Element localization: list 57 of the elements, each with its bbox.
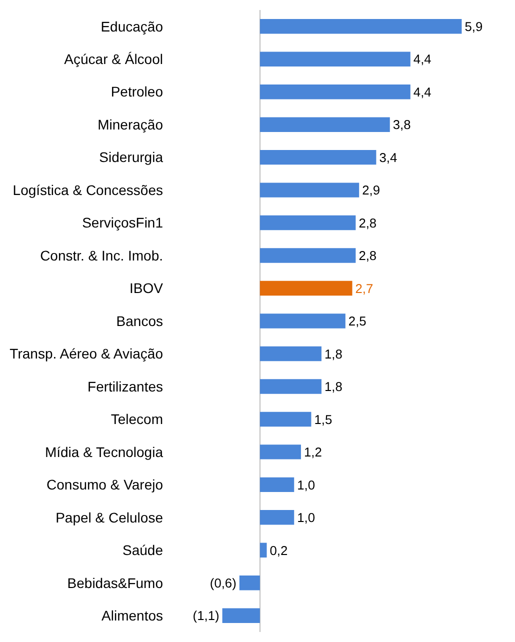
data-label: 0,2 xyxy=(270,542,288,558)
data-label: 2,9 xyxy=(362,182,380,198)
bar xyxy=(260,510,294,525)
y-tick-label: Petroleo xyxy=(110,84,164,100)
bar xyxy=(260,150,376,165)
y-tick-label: Siderurgia xyxy=(99,149,164,166)
data-label: 1,5 xyxy=(314,412,332,427)
data-label: 1,2 xyxy=(304,444,322,460)
data-label: 2,8 xyxy=(358,248,377,264)
bar xyxy=(260,117,390,132)
y-tick-label: Bebidas&Fumo xyxy=(67,574,164,591)
bar xyxy=(260,412,312,427)
y-tick-label: Fertilizantes xyxy=(88,378,163,394)
data-label: 2,5 xyxy=(348,314,366,329)
y-tick-label: Bancos xyxy=(116,312,163,329)
bar xyxy=(260,84,410,100)
data-label: 3,4 xyxy=(379,150,398,165)
data-label: 2,7 xyxy=(355,280,374,296)
bar xyxy=(260,379,322,394)
data-label: 5,9 xyxy=(464,18,483,34)
y-tick-label: Alimentos xyxy=(102,608,163,624)
bar xyxy=(239,576,260,590)
bar xyxy=(260,248,356,263)
bar xyxy=(260,314,346,328)
y-tick-label: Açúcar & Álcool xyxy=(64,51,163,68)
data-label: 1,0 xyxy=(297,477,316,492)
data-label: 4,4 xyxy=(413,84,432,100)
bar xyxy=(260,182,360,198)
y-tick-label: Educação xyxy=(100,18,164,34)
data-label: (1,1) xyxy=(192,608,220,624)
y-tick-label: IBOV xyxy=(130,280,164,296)
data-label: 3,8 xyxy=(392,117,411,132)
y-tick-label: Logística & Concessões xyxy=(12,182,163,198)
bar xyxy=(260,215,356,230)
data-label: 1,0 xyxy=(297,510,316,526)
bar xyxy=(260,19,462,34)
data-label: 1,8 xyxy=(324,346,342,362)
y-tick-label: Papel & Celulose xyxy=(56,509,164,526)
bar xyxy=(260,346,322,362)
bar xyxy=(260,477,294,492)
data-label: 2,8 xyxy=(358,215,377,230)
data-label: 4,4 xyxy=(413,52,432,67)
bar xyxy=(260,444,301,460)
y-tick-label: Mineração xyxy=(98,116,164,132)
data-label: 1,8 xyxy=(324,379,342,394)
y-tick-label: Telecom xyxy=(110,411,163,428)
bar xyxy=(260,542,267,558)
bar xyxy=(260,52,410,66)
bar xyxy=(260,280,352,296)
y-tick-label: Mídia & Tecnologia xyxy=(44,444,164,460)
y-tick-label: Consumo & Varejo xyxy=(46,476,164,493)
y-tick-label: Transp. Aéreo & Aviação xyxy=(10,346,164,362)
data-label: (0,6) xyxy=(210,576,236,590)
bar xyxy=(222,608,260,623)
y-tick-label: ServiçosFin1 xyxy=(82,214,164,231)
y-tick-label: Constr. & Inc. Imob. xyxy=(40,247,163,264)
y-tick-label: Saúde xyxy=(122,542,164,558)
